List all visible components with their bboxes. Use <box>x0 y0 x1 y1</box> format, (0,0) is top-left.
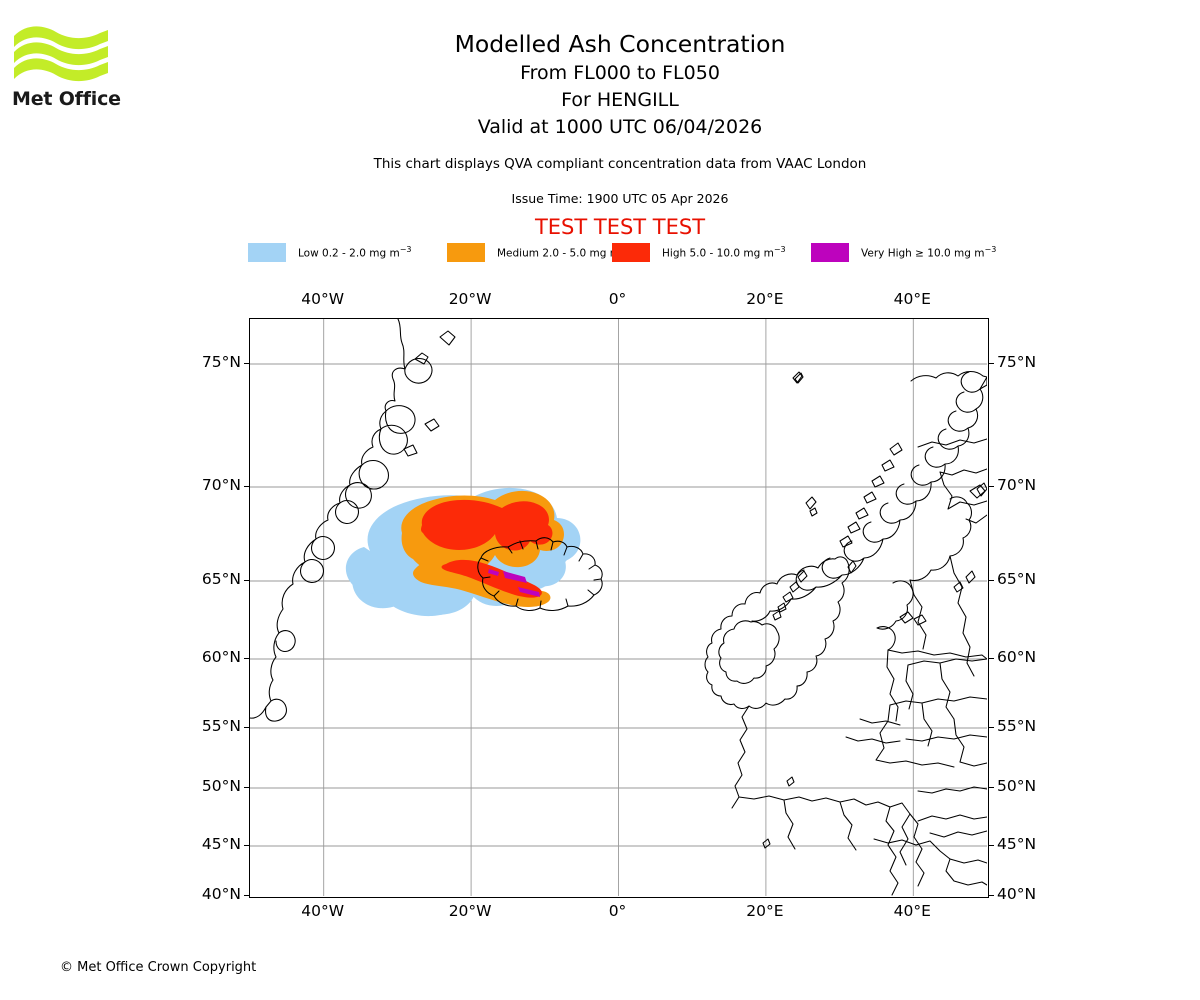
lon-tick-label-top: 0° <box>608 290 627 308</box>
coast-small-islands <box>762 776 795 849</box>
lon-tick-label-top: 20°E <box>746 290 784 308</box>
lat-tick-mark <box>989 726 994 728</box>
map-canvas <box>250 319 987 896</box>
lat-tick-label-left: 40°N <box>201 885 241 903</box>
lat-tick-label-right: 55°N <box>997 717 1037 735</box>
borders-central-europe <box>845 555 987 768</box>
ash-concentration-map[interactable]: 40°W 40°W 20°W 20°W 0° 0° 20°E 20°E 40°E 40°E 75°N… <box>202 290 1036 920</box>
lat-tick-label-left: 60°N <box>201 648 241 666</box>
issue-time: Issue Time: 1900 UTC 05 Apr 2026 <box>511 191 729 206</box>
coast-greenland <box>250 319 433 722</box>
lat-tick-mark <box>244 657 249 659</box>
legend-label-high: High 5.0 - 10.0 mg m−3 <box>662 244 786 260</box>
lat-tick-label-right: 60°N <box>997 648 1037 666</box>
coast-russia-north <box>917 376 987 524</box>
coast-italy <box>885 806 925 896</box>
coast-shetland <box>847 560 857 574</box>
plume-very-high-core-2 <box>518 587 540 597</box>
legend-item-low: Low 0.2 - 2.0 mg m−3 <box>248 242 411 262</box>
lat-tick-mark <box>989 362 994 364</box>
coastlines-layer <box>250 319 987 896</box>
lon-tick-label-top: 20°W <box>448 290 492 308</box>
coast-great-britain <box>704 556 850 709</box>
lat-tick-label-right: 75°N <box>997 353 1037 371</box>
title-line-1: Modelled Ash Concentration <box>454 30 786 58</box>
legend-item-high: High 5.0 - 10.0 mg m−3 <box>612 242 786 262</box>
lat-tick-label-left: 65°N <box>201 570 241 588</box>
lat-tick-label-left: 50°N <box>201 777 241 795</box>
graticule-gridlines <box>250 319 987 896</box>
lon-tick-label-bot: 40°W <box>301 902 345 920</box>
lat-tick-label-left: 55°N <box>201 717 241 735</box>
lat-tick-mark <box>989 579 994 581</box>
coast-iceland-fjords <box>480 540 602 609</box>
lat-tick-label-left: 75°N <box>201 353 241 371</box>
lat-tick-mark <box>244 894 249 896</box>
title-line-2: From FL000 to FL050 <box>520 62 720 84</box>
coast-baltic-denmark <box>876 496 987 660</box>
plume-high-lower-lobe <box>441 559 542 598</box>
lat-tick-mark <box>989 894 994 896</box>
lat-tick-mark <box>989 657 994 659</box>
lat-tick-mark <box>244 786 249 788</box>
copyright-notice: © Met Office Crown Copyright <box>60 960 257 975</box>
lon-tick-label-bot: 0° <box>608 902 627 920</box>
lat-tick-label-right: 45°N <box>997 835 1037 853</box>
lon-tick-label-top: 40°E <box>893 290 931 308</box>
coast-faroe-islands <box>805 496 818 517</box>
test-banner: TEST TEST TEST <box>534 215 706 239</box>
legend-item-medium: Medium 2.0 - 5.0 mg m−3 <box>447 242 632 262</box>
coast-scotland-islands <box>772 570 808 621</box>
title-line-3: For HENGILL <box>561 89 679 111</box>
legend-swatch-low <box>248 242 286 262</box>
lat-tick-mark <box>244 362 249 364</box>
legend-swatch-very-high <box>811 242 849 262</box>
plume-very-high-core-1 <box>503 571 527 583</box>
map-frame <box>249 318 989 898</box>
lat-tick-label-right: 50°N <box>997 777 1037 795</box>
coast-norway-fjords <box>839 442 903 548</box>
lat-tick-mark <box>989 786 994 788</box>
legend-label-low: Low 0.2 - 2.0 mg m−3 <box>298 244 412 260</box>
coast-baltic-islands <box>953 570 976 593</box>
lat-tick-label-right: 40°N <box>997 885 1037 903</box>
ash-plume-contours <box>345 487 581 617</box>
met-office-waves-icon <box>14 26 108 82</box>
lat-tick-mark <box>244 726 249 728</box>
concentration-legend: Low 0.2 - 2.0 mg m−3 Medium 2.0 - 5.0 mg … <box>248 242 996 262</box>
coast-black-sea <box>917 761 987 864</box>
lat-tick-mark <box>989 844 994 846</box>
met-office-logo <box>12 26 122 114</box>
lat-tick-mark <box>244 485 249 487</box>
chart-subtitle: This chart displays QVA compliant concen… <box>373 156 867 172</box>
coast-jan-mayen <box>794 372 804 384</box>
page-title: Modelled Ash Concentration From FL000 to… <box>200 28 1040 141</box>
lon-tick-label-bot: 40°E <box>893 902 931 920</box>
plume-very-high-core-3 <box>488 569 499 576</box>
legend-swatch-medium <box>447 242 485 262</box>
legend-item-very-high: Very High ≥ 10.0 mg m−3 <box>811 242 996 262</box>
coast-ireland <box>718 620 780 684</box>
lon-tick-label-top: 40°W <box>301 290 345 308</box>
coast-france-iberia <box>731 705 987 886</box>
plume-high-contour <box>421 499 553 551</box>
lat-tick-label-left: 45°N <box>201 835 241 853</box>
lat-tick-label-left: 70°N <box>201 476 241 494</box>
lat-tick-label-right: 70°N <box>997 476 1037 494</box>
legend-swatch-high <box>612 242 650 262</box>
lat-tick-mark <box>244 579 249 581</box>
legend-label-very-high: Very High ≥ 10.0 mg m−3 <box>861 244 997 260</box>
lon-tick-label-bot: 20°W <box>448 902 492 920</box>
lat-tick-mark <box>244 844 249 846</box>
coast-novaya-zemlya <box>976 482 987 497</box>
lat-tick-label-right: 65°N <box>997 570 1037 588</box>
met-office-logo-text: Met Office <box>12 88 121 110</box>
coast-greenland-islands <box>403 330 456 457</box>
lon-tick-label-bot: 20°E <box>746 902 784 920</box>
title-line-4: Valid at 1000 UTC 06/04/2026 <box>477 116 763 138</box>
lat-tick-mark <box>989 485 994 487</box>
